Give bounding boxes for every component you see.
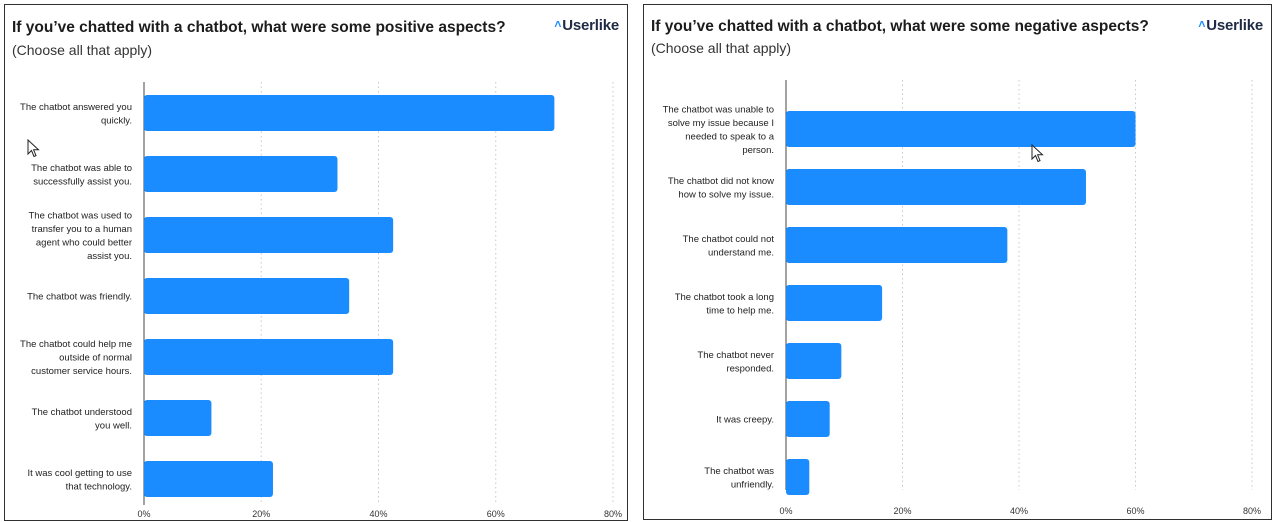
category-label-line: The chatbot understood [32, 407, 132, 418]
category-label-line: person. [742, 145, 774, 156]
category-label-line: quickly. [101, 115, 132, 126]
category-label-line: The chatbot could help me [20, 339, 132, 350]
category-label-line: agent who could better [36, 237, 132, 248]
category-label-line: The chatbot was used to [28, 210, 132, 221]
bar [786, 343, 842, 379]
x-tick-label: 60% [487, 509, 505, 519]
category-label-line: unfriendly. [731, 479, 774, 490]
category-label-line: understand me. [708, 247, 774, 258]
x-tick-label: 60% [1126, 506, 1144, 516]
category-label-line: successfully assist you. [33, 176, 132, 187]
negative-aspects-chart-panel: If you’ve chatted with a chatbot, what w… [643, 4, 1272, 520]
category-label: The chatbot answered you quickly. [20, 102, 132, 127]
category-label: The chatbot could not understand me. [683, 234, 775, 259]
category-label: The chatbot never responded. [697, 350, 774, 375]
negative-aspects-bar-chart: 0% 20% 40% 60% 80% The chatbot was unable to s… [663, 80, 1261, 516]
category-label: The chatbot was able to successfully assi… [31, 163, 132, 188]
category-label-line: you well. [95, 420, 132, 431]
category-label-line: The chatbot never [697, 350, 774, 361]
category-label-line: that technology. [66, 481, 132, 492]
chart-title: If you’ve chatted with a chatbot, what w… [12, 19, 506, 36]
bar [144, 156, 338, 192]
category-label-line: transfer you to a human [32, 224, 132, 235]
category-label-line: The chatbot took a long [675, 292, 774, 303]
category-label-line: The chatbot was unable to [663, 104, 774, 115]
bar [144, 95, 555, 131]
positive-aspects-bar-chart: 0% 20% 40% 60% 80% The chatbot answered you qu… [20, 82, 622, 519]
category-label: The chatbot was friendly. [27, 292, 132, 303]
x-tick-label: 20% [893, 506, 911, 516]
category-label-line: needed to speak to a [685, 131, 774, 142]
category-label-line: It was cool getting to use [27, 468, 132, 479]
bar [144, 339, 394, 375]
category-label: The chatbot could help me outside of norm… [20, 339, 132, 377]
category-label-line: The chatbot could not [683, 234, 775, 245]
x-tick-label: 80% [604, 509, 622, 519]
bar [786, 169, 1086, 205]
x-tick-label: 0% [137, 509, 150, 519]
category-label-line: time to help me. [706, 305, 774, 316]
bar [786, 285, 883, 321]
category-label-line: The chatbot was [704, 466, 774, 477]
userlike-logo: ˄Userlike [1198, 17, 1263, 34]
bar [144, 278, 350, 314]
bar [144, 217, 394, 253]
category-label-line: responded. [726, 363, 774, 374]
category-label-line: customer service hours. [31, 366, 132, 377]
category-label: It was cool getting to use that technolog… [27, 468, 132, 493]
category-label-line: outside of normal [59, 353, 132, 364]
category-label: The chatbot understood you well. [32, 407, 132, 432]
category-label: The chatbot took a long time to help me. [675, 292, 774, 317]
bar [144, 400, 212, 436]
userlike-logo: ˄Userlike [554, 17, 619, 34]
positive-aspects-chart-panel: If you’ve chatted with a chatbot, what w… [4, 4, 628, 521]
category-label-line: The chatbot did not know [668, 176, 774, 187]
category-label-line: The chatbot answered you [20, 102, 132, 113]
chart-subtitle: (Choose all that apply) [651, 40, 792, 56]
category-label-line: It was creepy. [716, 415, 774, 426]
x-tick-label: 40% [1010, 506, 1028, 516]
logo-mark-icon: ˄ [1198, 17, 1206, 31]
category-label: The chatbot was unfriendly. [704, 466, 774, 491]
category-label-line: The chatbot was friendly. [27, 292, 132, 303]
bar [786, 401, 830, 437]
bar [786, 459, 810, 495]
bar [144, 461, 273, 497]
category-label-line: how to solve my issue. [678, 189, 774, 200]
category-label-line: The chatbot was able to [31, 163, 132, 174]
x-tick-label: 80% [1243, 506, 1261, 516]
bar [786, 111, 1136, 147]
bar [786, 227, 1008, 263]
x-tick-label: 20% [252, 509, 270, 519]
category-label: The chatbot did not know how to solve my … [668, 176, 774, 201]
logo-mark-icon: ˄ [554, 17, 562, 31]
category-label: It was creepy. [716, 415, 774, 426]
category-label: The chatbot was used to transfer you to a… [28, 210, 132, 262]
category-label-line: assist you. [87, 251, 132, 262]
category-label: The chatbot was unable to solve my issue … [663, 104, 775, 156]
chart-title: If you’ve chatted with a chatbot, what w… [651, 18, 1149, 35]
x-tick-label: 40% [369, 509, 387, 519]
chart-subtitle: (Choose all that apply) [12, 42, 153, 58]
x-tick-label: 0% [779, 506, 792, 516]
category-label-line: solve my issue because I [668, 118, 774, 129]
